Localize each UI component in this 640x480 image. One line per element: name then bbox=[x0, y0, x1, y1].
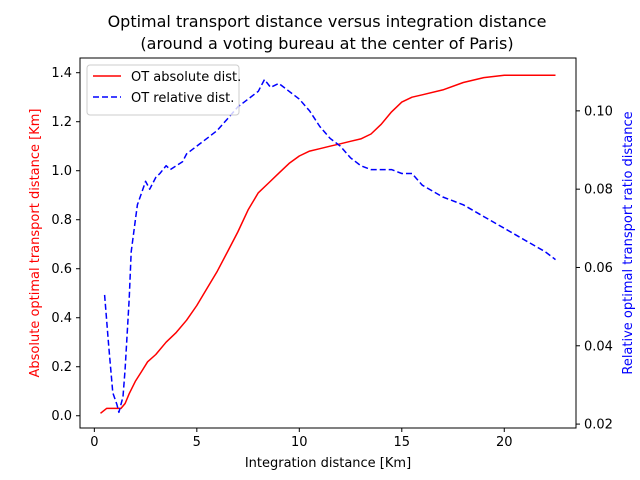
left-y-tick-label: 0.6 bbox=[51, 262, 72, 277]
legend-label-relative: OT relative dist. bbox=[131, 91, 234, 106]
series-layer bbox=[100, 74, 556, 414]
right-y-tick-label: 0.02 bbox=[584, 418, 613, 433]
legend-label-absolute: OT absolute dist. bbox=[131, 70, 241, 85]
x-tick-label: 0 bbox=[90, 435, 98, 450]
right-y-tick-label: 0.06 bbox=[584, 261, 613, 276]
left-y-tick-label: 1.4 bbox=[51, 66, 72, 81]
right-y-tick-label: 0.08 bbox=[584, 183, 613, 198]
left-y-tick-label: 0.4 bbox=[51, 311, 72, 326]
x-tick-label: 20 bbox=[496, 435, 513, 450]
left-y-axis-label: Absolute optimal transport distance [Km] bbox=[28, 109, 43, 378]
x-tick-label: 15 bbox=[394, 435, 411, 450]
x-tick-label: 5 bbox=[193, 435, 201, 450]
plot-frame bbox=[79, 57, 577, 429]
right-y-axis-ticks: 0.02 0.04 0.06 0.08 0.10 bbox=[576, 104, 613, 433]
left-y-tick-label: 1.2 bbox=[51, 115, 72, 130]
left-y-tick-label: 1.0 bbox=[51, 164, 72, 179]
right-y-tick-label: 0.04 bbox=[584, 339, 613, 354]
series-line-relative bbox=[103, 78, 556, 414]
right-y-tick-label: 0.10 bbox=[584, 104, 613, 119]
series-line-absolute bbox=[100, 74, 556, 414]
legend: OT absolute dist. OT relative dist. bbox=[86, 64, 241, 116]
x-axis-label: Integration distance [Km] bbox=[245, 456, 411, 471]
x-tick-label: 10 bbox=[291, 435, 308, 450]
legend-frame bbox=[86, 64, 240, 116]
chart-subtitle: (around a voting bureau at the center of… bbox=[140, 34, 513, 53]
right-y-axis-label: Relative optimal transport ratio distanc… bbox=[621, 111, 636, 374]
chart-title: Optimal transport distance versus integr… bbox=[108, 12, 547, 31]
x-axis-ticks: 0 5 10 15 20 bbox=[90, 428, 513, 450]
left-y-axis-ticks: 0.0 0.2 0.4 0.6 0.8 1.0 1.2 1.4 bbox=[51, 66, 80, 424]
left-y-tick-label: 0.8 bbox=[51, 213, 72, 228]
left-y-tick-label: 0.2 bbox=[51, 360, 72, 375]
left-y-tick-label: 0.0 bbox=[51, 409, 72, 424]
